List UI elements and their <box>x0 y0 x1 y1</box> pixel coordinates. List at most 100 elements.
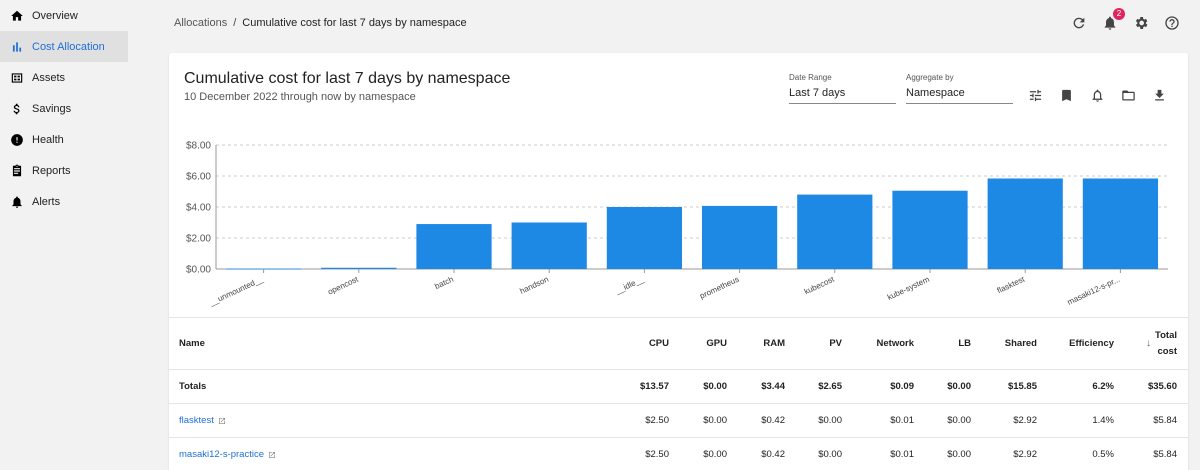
sidebar-item-cost-allocation[interactable]: Cost Allocation <box>0 31 128 62</box>
cell-total-cost: $5.84 <box>1153 415 1177 426</box>
total-header-line2: cost <box>1157 345 1177 357</box>
totals-cpu: $13.57 <box>639 381 669 392</box>
sidebar-item-label: Cost Allocation <box>32 40 105 53</box>
namespace-link-flasktest[interactable]: flasktest <box>179 415 226 426</box>
alert-bell-icon[interactable] <box>1089 87 1106 104</box>
y-tick-label: $6.00 <box>186 172 211 183</box>
cell-gpu: $0.00 <box>703 449 727 460</box>
totals-pv: $2.65 <box>818 381 842 392</box>
totals-shared: $15.85 <box>1007 381 1037 392</box>
breadcrumb-separator: / <box>233 17 237 29</box>
col-header-shared[interactable]: Shared <box>1004 338 1037 349</box>
x-tick-label: masaki12-s-pr... <box>1066 275 1121 307</box>
report-card: Cumulative cost for last 7 days by names… <box>169 53 1188 470</box>
sidebar-item-reports[interactable]: Reports <box>0 155 128 186</box>
col-header-lb[interactable]: LB <box>958 338 971 349</box>
cell-pv: $0.00 <box>818 415 842 426</box>
col-header-pv[interactable]: PV <box>829 338 842 349</box>
bar <box>511 222 587 269</box>
cell-ram: $0.42 <box>761 415 785 426</box>
sidebar-item-health[interactable]: Health <box>0 124 128 155</box>
cell-lb: $0.00 <box>947 415 971 426</box>
sidebar-item-label: Reports <box>32 164 71 177</box>
bar <box>321 267 397 269</box>
cell-gpu: $0.00 <box>703 415 727 426</box>
cell-efficiency: 1.4% <box>1092 415 1114 426</box>
sidebar-item-label: Health <box>32 133 64 146</box>
y-tick-label: $0.00 <box>186 265 211 276</box>
sidebar: Overview Cost Allocation Assets Savings … <box>0 0 128 470</box>
namespace-name[interactable]: flasktest <box>179 415 214 426</box>
dollar-icon <box>10 102 24 116</box>
breadcrumb-link-allocations[interactable]: Allocations <box>174 17 228 29</box>
external-link-icon[interactable] <box>268 451 276 459</box>
bookmark-icon[interactable] <box>1058 87 1075 104</box>
help-icon[interactable] <box>1163 14 1180 31</box>
cell-network: $0.01 <box>890 415 914 426</box>
notifications-icon[interactable]: 2 <box>1101 8 1125 31</box>
col-header-network[interactable]: Network <box>876 338 914 349</box>
col-header-gpu[interactable]: GPU <box>706 338 727 349</box>
bar <box>606 207 683 269</box>
table-row: masaki12-s-practice $2.50 $0.00 $0.42 $0… <box>169 437 1188 470</box>
cell-shared: $2.92 <box>1013 449 1037 460</box>
filter-settings-icon[interactable] <box>1027 87 1044 104</box>
date-range-value[interactable]: Last 7 days <box>789 87 896 104</box>
date-range-select[interactable]: Date Range Last 7 days <box>789 73 896 104</box>
sidebar-item-overview[interactable]: Overview <box>0 0 128 31</box>
bell-icon <box>10 195 24 209</box>
breadcrumb: Allocations / Cumulative cost for last 7… <box>174 17 467 29</box>
total-header-line1: Total <box>1155 329 1177 341</box>
bar <box>987 178 1063 269</box>
refresh-icon[interactable] <box>1070 14 1087 31</box>
x-tick-label: handson <box>518 275 550 296</box>
totals-lb: $0.00 <box>947 381 971 392</box>
y-tick-label: $4.00 <box>186 203 211 214</box>
namespace-name[interactable]: masaki12-s-practice <box>179 449 264 460</box>
cell-cpu: $2.50 <box>645 449 669 460</box>
sidebar-item-savings[interactable]: Savings <box>0 93 128 124</box>
namespace-link-masaki12-s-practice[interactable]: masaki12-s-practice <box>179 449 276 460</box>
notification-badge: 2 <box>1113 8 1125 20</box>
totals-efficiency: 6.2% <box>1092 381 1114 392</box>
folder-icon[interactable] <box>1120 87 1137 104</box>
col-header-cpu[interactable]: CPU <box>648 338 669 349</box>
aggregate-by-label: Aggregate by <box>906 73 954 82</box>
col-header-total-cost[interactable]: ↓ Total cost <box>1114 328 1177 360</box>
download-icon[interactable] <box>1151 87 1168 104</box>
col-header-ram[interactable]: RAM <box>763 338 785 349</box>
cost-bar-chart: $0.00 $2.00 $4.00 $6.00 $8.00 __unmounted__ op… <box>186 141 1168 308</box>
sort-arrow-down-icon[interactable]: ↓ <box>1146 338 1151 349</box>
col-header-efficiency[interactable]: Efficiency <box>1069 338 1114 349</box>
y-tick-label: $2.00 <box>186 234 211 245</box>
bar <box>701 205 778 269</box>
cell-total-cost: $5.84 <box>1153 449 1177 460</box>
aggregate-by-select[interactable]: Aggregate by Namespace <box>906 73 1013 104</box>
x-tick-label: batch <box>433 275 455 291</box>
external-link-icon[interactable] <box>218 417 226 425</box>
aggregate-by-value[interactable]: Namespace <box>906 87 1013 104</box>
x-tick-label: prometheus <box>698 275 740 301</box>
bar <box>416 224 492 269</box>
y-tick-label: $8.00 <box>186 141 211 152</box>
bar <box>892 190 968 269</box>
sidebar-item-label: Assets <box>32 71 66 84</box>
cell-efficiency: 0.5% <box>1092 449 1114 460</box>
totals-row: Totals $13.57 $0.00 $3.44 $2.65 $0.09 $0… <box>169 369 1188 403</box>
col-header-name[interactable]: Name <box>179 338 205 349</box>
sidebar-item-label: Overview <box>32 9 78 22</box>
cell-pv: $0.00 <box>818 449 842 460</box>
x-tick-label: kube-system <box>886 275 931 302</box>
page-title: Cumulative cost for last 7 days by names… <box>184 70 511 87</box>
x-tick-label: __unmounted__ <box>207 274 265 307</box>
sidebar-item-assets[interactable]: Assets <box>0 62 128 93</box>
bar-chart-icon <box>10 40 24 54</box>
totals-network: $0.09 <box>890 381 914 392</box>
cell-cpu: $2.50 <box>645 415 669 426</box>
gear-icon[interactable] <box>1132 14 1149 31</box>
cell-network: $0.01 <box>890 449 914 460</box>
assets-icon <box>10 71 24 85</box>
totals-total-cost: $35.60 <box>1147 381 1177 392</box>
header-actions: 2 <box>1070 8 1180 31</box>
sidebar-item-alerts[interactable]: Alerts <box>0 186 128 217</box>
